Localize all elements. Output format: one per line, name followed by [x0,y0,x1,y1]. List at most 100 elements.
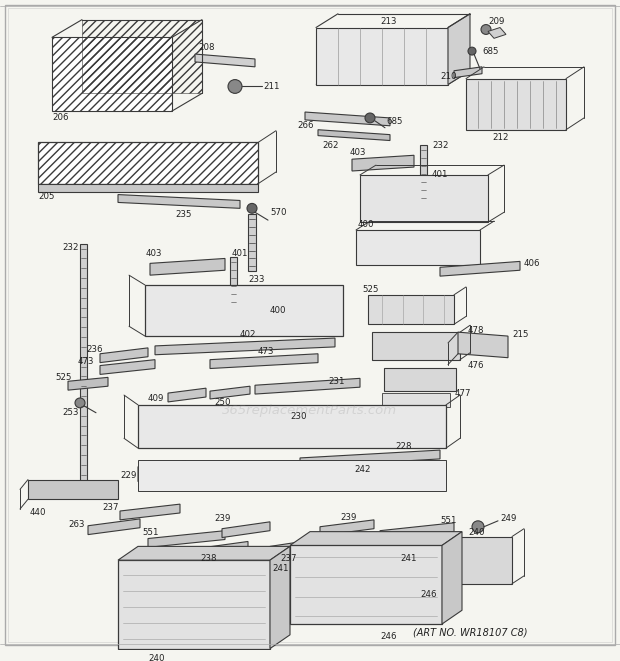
Text: 208: 208 [198,43,215,52]
Text: 236: 236 [86,345,102,354]
Text: 246: 246 [420,590,436,599]
Polygon shape [138,461,186,481]
Text: 525: 525 [55,373,71,382]
Polygon shape [305,112,390,126]
Polygon shape [272,549,356,565]
Text: 240: 240 [148,654,164,661]
Polygon shape [100,360,155,374]
Polygon shape [28,480,118,499]
Text: 239: 239 [340,514,356,522]
Polygon shape [380,523,454,539]
Polygon shape [316,28,448,85]
Polygon shape [270,539,322,555]
Text: 401: 401 [232,249,249,258]
Text: 440: 440 [30,508,46,518]
Polygon shape [118,194,240,208]
Text: 229: 229 [120,471,136,480]
Polygon shape [442,531,462,624]
Text: 249: 249 [500,514,516,524]
Text: 211: 211 [263,82,280,91]
Polygon shape [145,285,343,336]
Polygon shape [448,14,470,85]
Polygon shape [118,560,270,648]
Polygon shape [458,332,508,358]
Text: 212: 212 [492,133,508,142]
Polygon shape [454,67,482,77]
Polygon shape [38,184,258,192]
Polygon shape [440,261,520,276]
Bar [248,214,256,271]
Polygon shape [466,79,566,130]
Text: 215: 215 [512,330,528,338]
Circle shape [468,47,476,55]
Polygon shape [198,541,248,557]
Text: 250: 250 [214,399,231,407]
Polygon shape [100,348,148,363]
Text: 409: 409 [148,395,164,403]
Text: 213: 213 [380,17,397,26]
Circle shape [75,398,85,408]
Polygon shape [356,230,480,265]
Polygon shape [88,519,140,535]
Text: 401: 401 [432,171,448,179]
Polygon shape [68,377,108,390]
Text: 406: 406 [524,259,541,268]
Text: 241: 241 [272,564,288,572]
Text: 551: 551 [440,516,456,525]
Text: 402: 402 [240,330,257,338]
Circle shape [365,113,375,123]
Text: 476: 476 [468,361,484,370]
Text: 365replacementParts.com: 365replacementParts.com [223,405,397,417]
Text: 231: 231 [328,377,345,386]
Bar [382,393,450,407]
Text: 239: 239 [214,514,231,524]
Text: (ART NO. WR18107 C8): (ART NO. WR18107 C8) [413,628,527,638]
Polygon shape [138,405,446,448]
Text: 403: 403 [350,148,366,157]
Text: 237: 237 [102,502,118,512]
Polygon shape [118,547,290,560]
Polygon shape [150,258,225,275]
Polygon shape [195,54,255,67]
Text: 473: 473 [258,347,275,356]
Text: 242: 242 [354,465,371,474]
Polygon shape [320,520,374,535]
Polygon shape [360,541,440,557]
Bar [80,244,87,487]
Polygon shape [155,338,335,355]
Bar [384,368,456,391]
Text: 253: 253 [62,408,79,417]
Text: 551: 551 [142,528,159,537]
Text: 263: 263 [68,520,84,529]
Text: 477: 477 [455,389,471,397]
Polygon shape [290,531,462,545]
Polygon shape [210,386,250,399]
Circle shape [247,204,257,214]
Text: 233: 233 [248,274,265,284]
Polygon shape [300,450,440,467]
Text: 525: 525 [362,286,378,294]
Polygon shape [222,522,270,537]
Polygon shape [488,28,506,38]
Text: 210: 210 [440,72,456,81]
Text: 209: 209 [488,17,505,26]
Text: 228: 228 [395,442,412,451]
Text: 246: 246 [380,633,397,641]
Bar [420,145,427,206]
Polygon shape [138,460,446,491]
Text: 685: 685 [482,47,498,56]
Circle shape [481,24,491,34]
Circle shape [472,521,484,533]
Bar [52,37,172,111]
Text: 400: 400 [270,306,286,315]
Polygon shape [352,155,414,171]
Text: 685: 685 [386,118,402,126]
Text: 241: 241 [400,554,417,563]
Text: 570: 570 [270,208,286,217]
Polygon shape [168,388,206,402]
Polygon shape [360,175,488,222]
Polygon shape [255,378,360,394]
Bar [38,143,258,184]
Text: 478: 478 [468,326,484,334]
Polygon shape [444,537,512,584]
